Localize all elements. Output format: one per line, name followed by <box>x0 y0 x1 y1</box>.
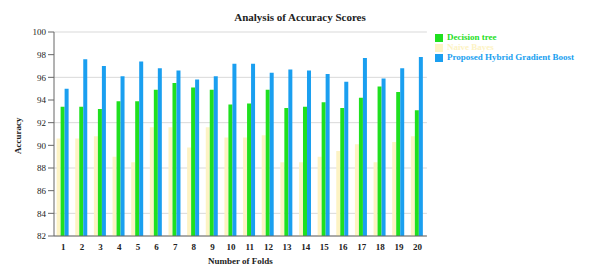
svg-text:94: 94 <box>37 95 47 105</box>
svg-text:18: 18 <box>376 242 386 252</box>
html-text:Proposed Hybrid Gradient Boost: Proposed Hybrid Gradient Boost <box>446 52 574 62</box>
svg-text:15: 15 <box>320 242 330 252</box>
svg-text:14: 14 <box>301 242 311 252</box>
svg-text:82: 82 <box>37 231 46 241</box>
svg-text:1: 1 <box>61 242 66 252</box>
svg-text:20: 20 <box>413 242 423 252</box>
svg-text:3: 3 <box>98 242 103 252</box>
html-text:Decision tree: Decision tree <box>446 32 497 42</box>
svg-text:5: 5 <box>136 242 141 252</box>
svg-text:84: 84 <box>37 209 47 219</box>
svg-text:4: 4 <box>117 242 122 252</box>
svg-text:88: 88 <box>37 163 47 173</box>
svg-text:11: 11 <box>246 242 255 252</box>
svg-text:10: 10 <box>227 242 237 252</box>
svg-text:19: 19 <box>394 242 404 252</box>
svg-text:17: 17 <box>357 242 367 252</box>
svg-text:12: 12 <box>264 242 274 252</box>
svg-text:90: 90 <box>37 141 47 151</box>
svg-text:86: 86 <box>37 186 47 196</box>
svg-text:7: 7 <box>173 242 178 252</box>
svg-text:Number of Folds: Number of Folds <box>208 256 273 266</box>
svg-text:100: 100 <box>33 27 47 37</box>
svg-text:16: 16 <box>338 242 348 252</box>
svg-text:98: 98 <box>37 50 47 60</box>
svg-text:2: 2 <box>80 242 85 252</box>
html-text:Naive Bayes: Naive Bayes <box>446 42 494 52</box>
svg-text:96: 96 <box>37 73 47 83</box>
svg-text:92: 92 <box>37 118 46 128</box>
svg-text:8: 8 <box>192 242 197 252</box>
html-text:Analysis of Accuracy Scores: Analysis of Accuracy Scores <box>234 11 366 23</box>
svg-text:9: 9 <box>210 242 215 252</box>
svg-text:13: 13 <box>283 242 293 252</box>
svg-text:Accuracy: Accuracy <box>13 117 23 154</box>
svg-text:6: 6 <box>154 242 159 252</box>
